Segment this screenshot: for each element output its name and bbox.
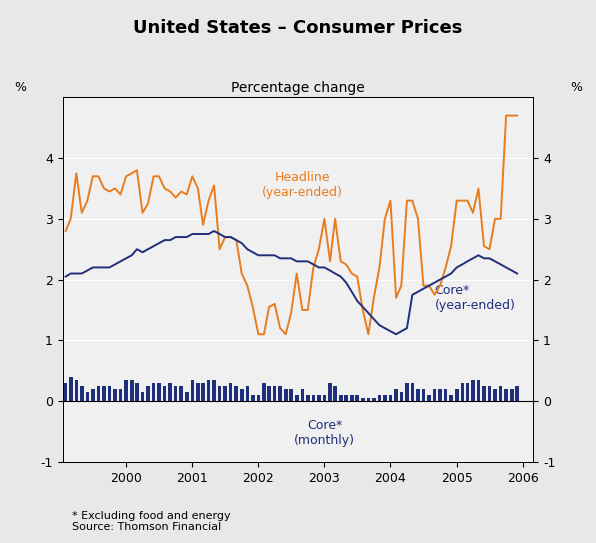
Text: Headline
(year-ended): Headline (year-ended) <box>262 172 343 199</box>
Text: Core*
(monthly): Core* (monthly) <box>294 419 355 447</box>
Bar <box>499 386 502 401</box>
Bar <box>482 386 486 401</box>
Bar <box>300 389 304 401</box>
Bar <box>240 389 244 401</box>
Bar <box>141 392 144 401</box>
Bar <box>185 392 188 401</box>
Bar <box>157 383 161 401</box>
Bar <box>179 386 183 401</box>
Bar <box>477 380 480 401</box>
Bar <box>383 395 387 401</box>
Bar <box>119 389 122 401</box>
Bar <box>399 392 403 401</box>
Bar <box>74 380 78 401</box>
Bar <box>355 395 359 401</box>
Bar <box>267 386 271 401</box>
Title: Percentage change: Percentage change <box>231 81 365 95</box>
Bar <box>444 389 448 401</box>
Text: United States – Consumer Prices: United States – Consumer Prices <box>134 19 462 37</box>
Bar <box>113 389 117 401</box>
Bar <box>405 383 409 401</box>
Bar <box>306 395 309 401</box>
Bar <box>438 389 442 401</box>
Bar <box>278 386 282 401</box>
Text: Core*
(year-ended): Core* (year-ended) <box>434 284 516 312</box>
Bar <box>333 386 337 401</box>
Bar <box>284 389 287 401</box>
Bar <box>350 395 353 401</box>
Bar <box>196 383 200 401</box>
Bar <box>64 383 67 401</box>
Bar <box>516 386 519 401</box>
Bar <box>201 383 205 401</box>
Bar <box>229 383 232 401</box>
Bar <box>191 380 194 401</box>
Bar <box>234 386 238 401</box>
Bar <box>510 389 514 401</box>
Bar <box>421 389 425 401</box>
Bar <box>146 386 150 401</box>
Bar <box>262 383 266 401</box>
Bar <box>246 386 249 401</box>
Bar <box>461 383 464 401</box>
Bar <box>416 389 420 401</box>
Bar <box>312 395 315 401</box>
Bar <box>455 389 458 401</box>
Bar <box>344 395 348 401</box>
Bar <box>108 386 111 401</box>
Bar <box>471 380 475 401</box>
Bar <box>395 389 398 401</box>
Bar <box>163 386 166 401</box>
Bar <box>322 395 326 401</box>
Bar <box>493 389 497 401</box>
Text: %: % <box>570 81 582 94</box>
Bar <box>289 389 293 401</box>
Bar <box>69 377 73 401</box>
Bar <box>212 380 216 401</box>
Bar <box>367 398 370 401</box>
Bar <box>135 383 139 401</box>
Bar <box>317 395 321 401</box>
Bar <box>427 395 431 401</box>
Bar <box>86 392 89 401</box>
Bar <box>218 386 222 401</box>
Bar <box>361 398 365 401</box>
Text: %: % <box>14 81 26 94</box>
Bar <box>256 395 260 401</box>
Bar <box>372 398 375 401</box>
Bar <box>91 389 95 401</box>
Bar <box>389 395 392 401</box>
Bar <box>125 380 128 401</box>
Bar <box>433 389 436 401</box>
Bar <box>251 395 254 401</box>
Bar <box>174 386 178 401</box>
Bar <box>80 386 83 401</box>
Bar <box>169 383 172 401</box>
Bar <box>130 380 134 401</box>
Bar <box>339 395 343 401</box>
Bar <box>411 383 414 401</box>
Bar <box>273 386 277 401</box>
Bar <box>449 395 453 401</box>
Text: * Excluding food and energy
Source: Thomson Financial: * Excluding food and energy Source: Thom… <box>72 510 230 532</box>
Bar <box>97 386 100 401</box>
Bar <box>207 380 210 401</box>
Bar <box>328 383 332 401</box>
Bar <box>295 395 299 401</box>
Bar <box>504 389 508 401</box>
Bar <box>465 383 469 401</box>
Bar <box>102 386 106 401</box>
Bar <box>224 386 227 401</box>
Bar <box>488 386 491 401</box>
Bar <box>378 395 381 401</box>
Bar <box>152 383 156 401</box>
